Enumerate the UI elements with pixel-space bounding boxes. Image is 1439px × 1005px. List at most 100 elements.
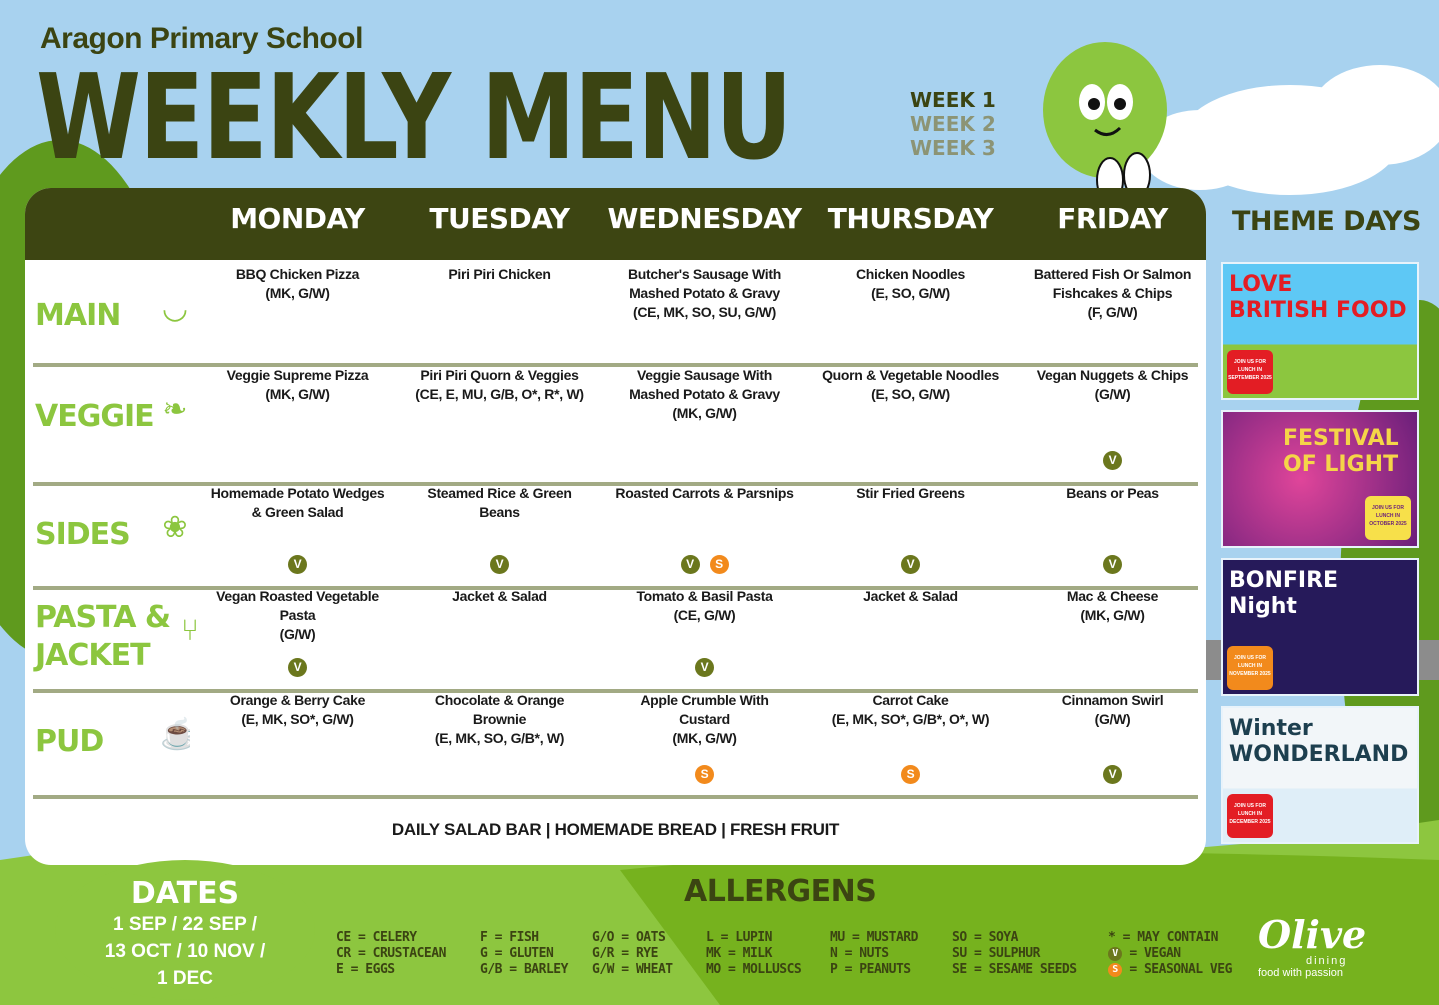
allergen-text: * = MAY CONTAIN	[1108, 930, 1218, 945]
allergen-text: G/O = OATS	[592, 930, 666, 945]
theme-day-card: FESTIVAL OF LIGHT JOIN US FOR LUNCH IN OC…	[1221, 410, 1419, 548]
vegan-badge-icon: V	[490, 555, 509, 574]
theme-day-card: Winter WONDERLAND JOIN US FOR LUNCH IN DE…	[1221, 706, 1419, 844]
dish-name: Battered Fish Or Salmon Fishcakes & Chip…	[1033, 266, 1192, 320]
allergen-text: G = GLUTEN	[480, 946, 554, 961]
week-1-label: WEEK 1	[910, 88, 996, 112]
allergen-text: L = LUPIN	[706, 930, 772, 945]
allergen-entry: MU = MUSTARD	[830, 930, 918, 946]
menu-cell: Cinnamon Swirl (G/W) V	[1010, 691, 1206, 794]
menu-cell: Butcher's Sausage With Mashed Potato & G…	[602, 265, 807, 363]
dish-name: Carrot Cake (E, MK, SO*, G/B*, O*, W)	[831, 692, 990, 727]
allergen-entry: G/O = OATS	[592, 930, 673, 946]
allergen-entry: SU = SULPHUR	[952, 946, 1077, 962]
allergen-text: G/W = WHEAT	[592, 962, 673, 977]
allergen-text: MO = MOLLUSCS	[706, 962, 802, 977]
row-divider	[33, 482, 1198, 486]
dish-name: Jacket & Salad	[863, 588, 958, 604]
menu-cell: Apple Crumble With Custard (MK, G/W) S	[602, 691, 807, 794]
menu-cell: BBQ Chicken Pizza (MK, G/W)	[195, 265, 400, 363]
allergen-text: G/R = RYE	[592, 946, 658, 961]
dish-name: Mac & Cheese (MK, G/W)	[1066, 588, 1159, 623]
logo-tagline: food with passion	[1258, 967, 1343, 979]
allergens-title: ALLERGENS	[684, 874, 877, 909]
olive-mascot-icon	[1043, 42, 1167, 200]
menu-cell: Orange & Berry Cake (E, MK, SO*, G/W)	[195, 691, 400, 794]
allergen-text: = SEASONAL VEG	[1129, 962, 1232, 977]
allergen-entry: L = LUPIN	[706, 930, 801, 946]
seasonal-badge-icon: S	[1108, 962, 1122, 977]
row-divider	[33, 586, 1198, 590]
diet-badges: S	[808, 765, 1013, 784]
row-divider	[33, 795, 1198, 799]
dish-name: Quorn & Vegetable Noodles (E, SO, G/W)	[822, 367, 999, 402]
theme-join-note: JOIN US FOR LUNCH IN DECEMBER 2025	[1227, 794, 1273, 838]
dates-title: DATES	[130, 876, 240, 911]
daily-extras: DAILY SALAD BAR | HOMEMADE BREAD | FRESH…	[391, 820, 840, 839]
theme-days-title: THEME DAYS	[1232, 206, 1421, 237]
diet-badges: V	[1010, 765, 1206, 784]
dish-name: Stir Fried Greens	[856, 485, 965, 501]
menu-cell: Carrot Cake (E, MK, SO*, G/B*, O*, W) S	[808, 691, 1013, 794]
dish-name: Piri Piri Quorn & Veggies (CE, E, MU, G/…	[415, 367, 584, 402]
allergen-column: L = LUPIN MK = MILK MO = MOLLUSCS	[706, 930, 802, 978]
menu-row-pud: PUD ☕ Orange & Berry Cake (E, MK, SO*, G/W…	[25, 691, 1206, 794]
dish-name: Jacket & Salad	[452, 588, 547, 604]
leaf-icon: ❧	[162, 393, 188, 426]
allergen-text: SO = SOYA	[952, 930, 1018, 945]
theme-join-note: JOIN US FOR LUNCH IN SEPTEMBER 2025	[1227, 350, 1273, 394]
menu-cell: Homemade Potato Wedges & Green Salad V	[195, 484, 400, 584]
seasonal-badge-icon: S	[695, 765, 714, 784]
allergen-text: = VEGAN	[1129, 946, 1181, 961]
diet-badges: V	[195, 658, 400, 677]
ice-cream-icon: ☕	[160, 718, 190, 751]
menu-cell: Steamed Rice & Green Beans V	[397, 484, 602, 584]
menu-card: MONDAY TUESDAY WEDNESDAY THURSDAY FRIDAY MAI…	[25, 188, 1206, 865]
dish-name: Steamed Rice & Green Beans	[427, 485, 572, 520]
pasta-fork-icon: ⑂	[181, 614, 199, 647]
allergen-entry: MK = MILK	[706, 946, 801, 962]
theme-title: FESTIVAL OF LIGHT	[1283, 426, 1399, 477]
menu-cell: Quorn & Vegetable Noodles (E, SO, G/W)	[808, 366, 1013, 480]
menu-row-sides: SIDES ❀ Homemade Potato Wedges & Green Sal…	[25, 484, 1206, 590]
vegan-badge-icon: V	[901, 555, 920, 574]
allergen-entry: G/B = BARLEY	[480, 962, 568, 978]
allergen-text: G/B = BARLEY	[480, 962, 568, 977]
dish-name: Vegan Nuggets & Chips (G/W)	[1036, 367, 1189, 402]
soup-bowl-icon: ◡	[161, 292, 189, 325]
menu-cell: Piri Piri Chicken	[397, 265, 602, 363]
dish-name: Cinnamon Swirl (G/W)	[1061, 692, 1164, 727]
vegan-badge-icon: V	[680, 555, 700, 574]
row-label: PUD	[35, 724, 104, 759]
theme-title: Winter WONDERLAND	[1229, 716, 1409, 767]
dish-name: BBQ Chicken Pizza (MK, G/W)	[235, 266, 360, 301]
allergen-entry: * = MAY CONTAIN	[1108, 930, 1232, 946]
dish-name: Chocolate & Orange Brownie (E, MK, SO, G…	[434, 692, 565, 746]
allergen-column: CE = CELERY CR = CRUSTACEAN E = EGGS	[336, 930, 446, 978]
dish-name: Veggie Sausage With Mashed Potato & Grav…	[629, 367, 780, 421]
diet-badges: S	[602, 765, 807, 784]
theme-join-note: JOIN US FOR LUNCH IN OCTOBER 2025	[1365, 496, 1411, 540]
allergen-entry: E = EGGS	[336, 962, 446, 978]
day-header: MONDAY TUESDAY WEDNESDAY THURSDAY FRIDAY	[25, 188, 1206, 260]
row-divider	[33, 363, 1198, 367]
menu-cell: Vegan Nuggets & Chips (G/W) V	[1010, 366, 1206, 480]
diet-badges: V	[808, 555, 1013, 574]
allergen-entry: G/R = RYE	[592, 946, 673, 962]
allergen-column: SO = SOYA SU = SULPHUR SE = SESAME SEEDS	[952, 930, 1077, 978]
menu-cell: Jacket & Salad	[808, 587, 1013, 687]
dish-name: Homemade Potato Wedges & Green Salad	[210, 485, 385, 520]
day-friday: FRIDAY	[1057, 202, 1168, 235]
menu-cell: Roasted Carrots & Parsnips V S	[602, 484, 807, 584]
diet-badges: V	[397, 555, 602, 574]
diet-badges: V	[1010, 451, 1206, 470]
menu-cell: Piri Piri Quorn & Veggies (CE, E, MU, G/…	[397, 366, 602, 480]
logo-name: Olive	[1258, 912, 1367, 957]
vegan-badge-icon: V	[1103, 451, 1122, 470]
menu-cell: Tomato & Basil Pasta (CE, G/W) V	[602, 587, 807, 687]
olive-dining-logo: Olive dining food with passion	[1258, 912, 1367, 980]
allergen-entry: SE = SESAME SEEDS	[952, 962, 1077, 978]
vegan-badge-icon: V	[1103, 765, 1122, 784]
diet-badges: V	[602, 658, 807, 677]
